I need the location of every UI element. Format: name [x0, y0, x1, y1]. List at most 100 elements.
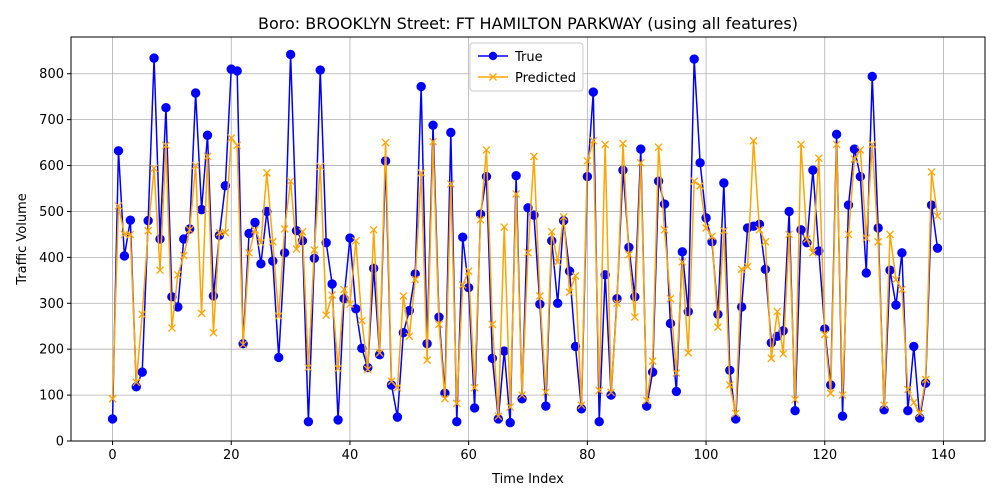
data-point [132, 378, 141, 387]
data-point [684, 348, 693, 357]
data-point [909, 341, 919, 352]
data-point [446, 127, 456, 138]
x-tick-label: 100 [694, 448, 719, 463]
data-point [351, 236, 360, 245]
data-point [351, 304, 361, 314]
data-point [915, 409, 924, 418]
data-point [903, 385, 912, 394]
data-point [245, 248, 254, 257]
data-point [570, 341, 581, 352]
data-point [131, 382, 141, 392]
legend-box [469, 42, 584, 92]
data-point [250, 217, 260, 228]
x-tick-label: 60 [460, 448, 477, 463]
data-point [327, 279, 337, 289]
data-point [855, 171, 866, 182]
data-point [458, 280, 467, 289]
data-point [512, 190, 521, 198]
data-point [571, 271, 580, 280]
data-point [393, 383, 402, 392]
y-tick-label: 700 [39, 113, 64, 128]
data-point [671, 386, 682, 397]
data-point [399, 291, 408, 300]
data-point [927, 168, 936, 176]
data-point [736, 302, 747, 312]
data-point [150, 164, 159, 173]
data-point [880, 401, 889, 410]
series-line [111, 137, 939, 417]
data-point [274, 352, 284, 363]
data-point [773, 307, 782, 316]
legend-label: True [514, 50, 543, 65]
data-point [428, 120, 438, 130]
data-point [648, 357, 657, 366]
data-point [897, 285, 906, 294]
data-point [363, 365, 372, 374]
data-point [416, 81, 426, 92]
data-point [197, 309, 206, 318]
data-point [108, 394, 117, 403]
data-point [731, 414, 741, 424]
data-point [233, 141, 242, 150]
data-point [375, 348, 384, 357]
data-point [719, 226, 728, 235]
data-point [933, 212, 942, 221]
data-point [565, 288, 574, 297]
data-point [838, 391, 847, 400]
legend-entry-true: True [478, 50, 543, 65]
y-tick-label: 400 [39, 251, 64, 266]
data-point [156, 266, 164, 275]
data-point [594, 417, 604, 427]
data-point [553, 257, 562, 266]
y-tick-label: 300 [39, 297, 64, 312]
data-point [429, 137, 437, 146]
data-point [613, 299, 621, 308]
data-point [642, 396, 651, 405]
data-point [529, 152, 538, 161]
data-point [677, 247, 688, 257]
data-point [779, 349, 788, 358]
data-point [784, 206, 794, 217]
data-point [221, 228, 230, 237]
data-point [541, 388, 550, 397]
data-point [577, 401, 586, 410]
data-point [749, 136, 758, 145]
data-point [874, 237, 883, 246]
data-point [541, 401, 551, 411]
data-point [861, 268, 871, 278]
data-point [518, 391, 527, 400]
data-point [120, 230, 129, 239]
data-point [713, 323, 722, 332]
data-point [897, 248, 907, 258]
legend-marker [489, 73, 497, 81]
data-point [423, 356, 432, 365]
data-point [251, 225, 259, 234]
data-point [488, 320, 497, 329]
data-point [138, 310, 147, 319]
data-point [292, 245, 301, 254]
data-point [303, 417, 314, 427]
data-point [909, 398, 918, 407]
data-point [618, 165, 628, 175]
data-point [837, 411, 848, 421]
x-tick-label: 120 [812, 448, 837, 463]
data-point [802, 235, 811, 243]
data-point [666, 294, 675, 303]
y-axis-label: Traffic Volume [15, 193, 30, 286]
chart-title: Boro: BROOKLYN Street: FT HAMILTON PARKW… [258, 14, 798, 33]
data-point [583, 156, 592, 165]
data-point [357, 343, 367, 353]
data-point [760, 264, 771, 274]
data-point [868, 140, 877, 149]
legend-entry-predicted: Predicted [478, 71, 576, 86]
data-point [511, 170, 521, 181]
data-point [268, 256, 278, 266]
data-point [322, 311, 331, 320]
data-point [161, 103, 171, 113]
data-point [381, 138, 390, 147]
series-predicted [108, 134, 942, 421]
data-point [826, 389, 835, 398]
data-point [196, 204, 207, 215]
data-point [642, 401, 652, 411]
data-point [499, 346, 509, 356]
